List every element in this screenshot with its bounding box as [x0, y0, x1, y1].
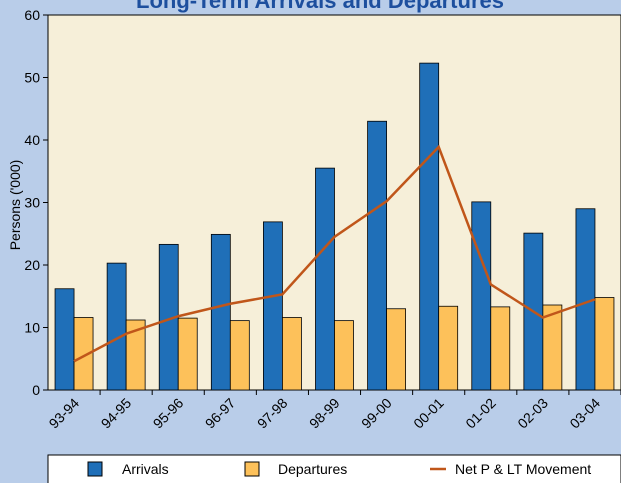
bar: [282, 317, 302, 391]
line: [73, 144, 596, 363]
bar: [177, 317, 198, 391]
bar: [594, 297, 615, 391]
bar: [73, 317, 94, 391]
bar: [386, 308, 406, 391]
legend-swatch: [244, 461, 260, 477]
y-tick-label: 40: [24, 132, 40, 148]
bar: [419, 62, 440, 391]
legend-label: Departures: [278, 461, 347, 477]
y-tick-label: 10: [24, 320, 40, 336]
bar: [438, 305, 459, 391]
legend-label: Net P & LT Movement: [455, 461, 591, 477]
bar: [367, 120, 387, 391]
bar: [229, 320, 250, 391]
y-tick-label: 0: [32, 382, 40, 398]
bar: [315, 167, 335, 391]
y-tick-label: 30: [24, 195, 40, 211]
bar: [334, 320, 354, 391]
bar: [125, 319, 146, 391]
y-tick-label: 60: [24, 7, 40, 23]
chart-title: Long-Term Arrivals and Departures: [136, 0, 504, 13]
legend-label: Arrivals: [122, 461, 169, 477]
y-tick-label: 50: [24, 70, 40, 86]
legend-swatch: [87, 461, 103, 477]
bar: [106, 262, 127, 391]
y-axis-label: Persons ('000): [7, 160, 23, 251]
bar: [542, 304, 563, 391]
bar: [263, 221, 283, 391]
legend: [47, 454, 621, 483]
bar: [210, 233, 231, 391]
bar: [54, 288, 75, 391]
y-tick-label: 20: [24, 257, 40, 273]
bar: [471, 201, 492, 391]
bar: [490, 306, 511, 391]
